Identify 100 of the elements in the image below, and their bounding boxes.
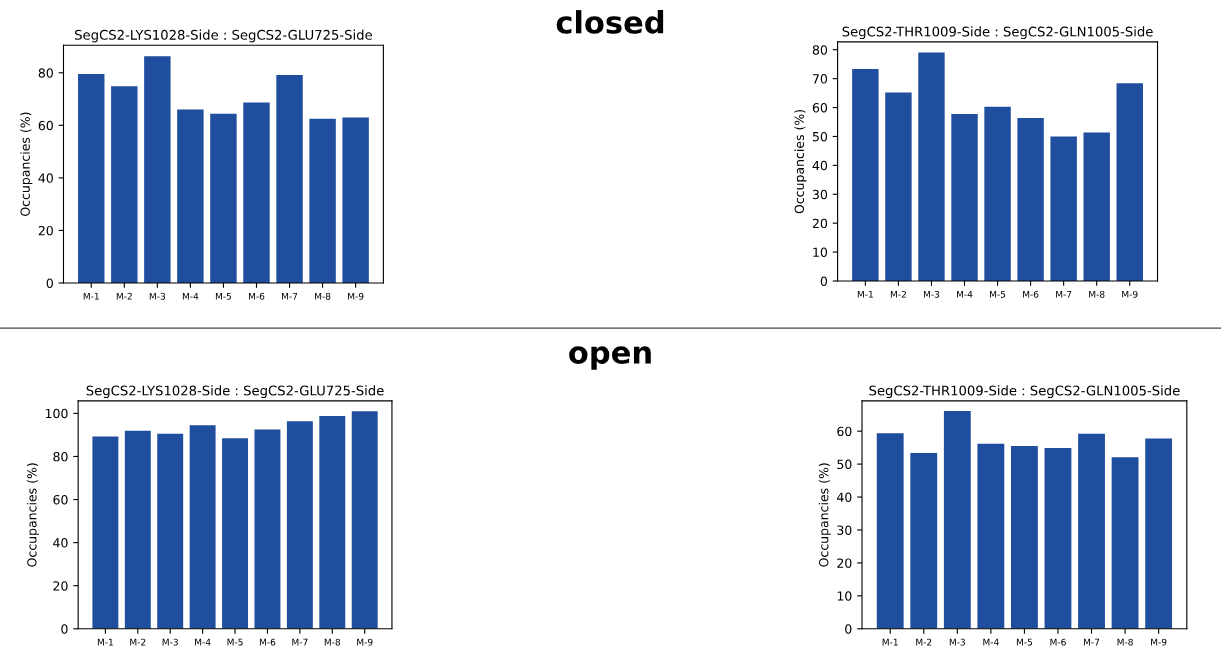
y-axis-title: Occupancies (%) xyxy=(794,109,807,214)
x-tick-label: M-9 xyxy=(348,292,364,300)
y-tick-label: 0 xyxy=(46,278,53,288)
x-tick-label: M-5 xyxy=(227,638,243,646)
bar xyxy=(342,117,369,283)
x-tick-label: M-9 xyxy=(357,638,373,646)
bar xyxy=(918,52,945,281)
bar xyxy=(1044,447,1072,629)
x-tick-label: M-3 xyxy=(923,290,940,298)
bar xyxy=(286,421,313,629)
bar xyxy=(144,56,171,283)
bar xyxy=(254,429,281,629)
bar xyxy=(977,443,1005,629)
bar xyxy=(222,438,249,629)
bar xyxy=(852,69,879,281)
bar xyxy=(910,452,938,629)
y-tick-label: 20 xyxy=(812,218,828,229)
y-tick-label: 0 xyxy=(820,276,828,286)
x-tick-label: M-8 xyxy=(1089,290,1105,298)
bar xyxy=(943,411,971,629)
y-tick-label: 60 xyxy=(837,426,852,437)
chart-title: SegCS2-THR1009-Side : SegCS2-GLN1005-Side xyxy=(869,385,1180,399)
bar xyxy=(876,433,904,629)
y-tick-label: 20 xyxy=(837,558,852,568)
y-tick-label: 0 xyxy=(845,624,852,634)
y-tick-label: 50 xyxy=(812,131,828,142)
x-tick-label: M-8 xyxy=(324,638,341,646)
y-tick-label: 100 xyxy=(45,408,68,419)
x-tick-label: M-1 xyxy=(97,638,113,646)
x-tick-label: M-3 xyxy=(162,638,178,646)
chart-title: SegCS2-LYS1028-Side : SegCS2-GLU725-Side xyxy=(86,385,384,399)
x-tick-label: M-6 xyxy=(248,292,265,300)
bar xyxy=(309,118,336,283)
y-tick-label: 60 xyxy=(812,103,828,113)
text: open xyxy=(569,346,651,370)
y-tick-label: 0 xyxy=(61,624,68,634)
x-tick-label: M-7 xyxy=(292,638,308,646)
bar xyxy=(243,102,270,283)
x-tick-label: M-4 xyxy=(957,291,973,298)
y-axis-title: Occupancies (%) xyxy=(26,463,40,567)
bar xyxy=(1145,438,1173,629)
x-tick-label: M-6 xyxy=(1023,290,1039,298)
y-tick-label: 10 xyxy=(837,591,852,601)
bar xyxy=(1083,132,1110,281)
bar xyxy=(78,74,105,283)
y-tick-label: 50 xyxy=(837,459,852,470)
y-tick-label: 30 xyxy=(812,189,828,200)
y-tick-label: 80 xyxy=(38,68,53,78)
x-tick-label: M-6 xyxy=(259,638,276,646)
bar xyxy=(1111,457,1139,629)
y-axis-title: Occupancies (%) xyxy=(20,112,33,216)
bar xyxy=(210,113,237,283)
y-tick-label: 40 xyxy=(53,538,68,548)
y-tick-label: 60 xyxy=(53,495,68,505)
bar xyxy=(1050,136,1077,281)
bar xyxy=(124,430,151,629)
bar xyxy=(351,411,378,629)
y-tick-label: 30 xyxy=(837,525,852,535)
x-tick-label: M-7 xyxy=(1084,638,1100,646)
bar xyxy=(984,106,1011,281)
x-tick-label: M-2 xyxy=(130,638,146,646)
y-tick-label: 40 xyxy=(38,173,53,183)
y-tick-label: 80 xyxy=(53,451,68,462)
chart-title: SegCS2-THR1009-Side : SegCS2-GLN1005-Side xyxy=(842,26,1153,40)
x-tick-label: M-2 xyxy=(890,290,906,298)
x-tick-label: M-1 xyxy=(882,638,898,646)
y-tick-label: 20 xyxy=(38,225,53,236)
x-tick-label: M-2 xyxy=(116,292,132,300)
bar xyxy=(111,86,138,283)
x-tick-label: M-4 xyxy=(195,638,211,646)
x-tick-label: M-9 xyxy=(1122,290,1138,298)
x-tick-label: M-6 xyxy=(1050,638,1066,646)
bar xyxy=(157,433,184,629)
bar xyxy=(276,74,303,283)
bar xyxy=(177,109,204,283)
y-tick-label: 40 xyxy=(837,492,852,502)
y-tick-label: 10 xyxy=(813,247,828,258)
text: closed xyxy=(556,10,664,34)
y-tick-label: 40 xyxy=(812,160,828,171)
x-tick-label: M-9 xyxy=(1151,638,1167,646)
chart-title: SegCS2-LYS1028-Side : SegCS2-GLU725-Side xyxy=(75,29,372,43)
x-tick-label: M-3 xyxy=(149,292,166,300)
bar xyxy=(951,113,978,281)
y-tick-label: 80 xyxy=(812,45,828,55)
y-tick-label: 60 xyxy=(38,120,53,131)
x-tick-label: M-7 xyxy=(282,292,298,300)
x-tick-label: M-8 xyxy=(1117,638,1133,646)
bar xyxy=(1011,445,1038,629)
x-tick-label: M-4 xyxy=(182,292,199,300)
x-tick-label: M-8 xyxy=(315,292,331,300)
y-tick-label: 20 xyxy=(53,581,68,591)
bar xyxy=(1017,117,1044,281)
x-tick-label: M-5 xyxy=(1016,638,1033,646)
x-tick-label: M-3 xyxy=(949,638,965,646)
x-tick-label: M-2 xyxy=(916,638,932,646)
y-axis-title: Occupancies (%) xyxy=(818,463,831,567)
bar xyxy=(319,415,346,629)
bar xyxy=(885,92,912,281)
x-tick-label: M-4 xyxy=(983,638,999,646)
x-tick-label: M-7 xyxy=(1056,291,1072,298)
